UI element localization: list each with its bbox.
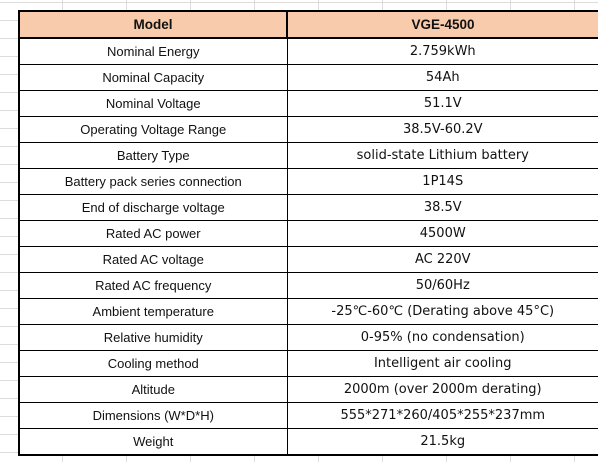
spec-value-cell[interactable]: 1P14S: [286, 168, 598, 195]
spec-value-cell[interactable]: solid-state Lithium battery: [286, 142, 598, 169]
spec-value-cell[interactable]: 54Ah: [286, 64, 598, 91]
header-model-label[interactable]: Model: [18, 10, 288, 39]
table-row: Nominal Capacity 54Ah: [18, 64, 598, 91]
table-row: Rated AC power 4500W: [18, 220, 598, 247]
spec-value-cell[interactable]: Intelligent air cooling: [286, 350, 598, 377]
spec-label-cell[interactable]: Battery pack series connection: [18, 168, 288, 195]
table-row: Nominal Voltage 51.1V: [18, 90, 598, 117]
table-row: Operating Voltage Range 38.5V-60.2V: [18, 116, 598, 143]
table-row: Nominal Energy 2.759kWh: [18, 37, 598, 65]
spec-label-cell[interactable]: Dimensions (W*D*H): [18, 402, 288, 429]
spec-label-cell[interactable]: Weight: [18, 428, 288, 456]
spec-table-body: Nominal Energy 2.759kWh Nominal Capacity 54…: [18, 37, 598, 456]
spec-value-cell[interactable]: 21.5kg: [286, 428, 598, 456]
spec-label-cell[interactable]: End of discharge voltage: [18, 194, 288, 221]
spec-value-cell[interactable]: 2000m (over 2000m derating): [286, 376, 598, 403]
spec-value-cell[interactable]: 0-95% (no condensation): [286, 324, 598, 351]
spec-label-cell[interactable]: Rated AC frequency: [18, 272, 288, 299]
spec-label-cell[interactable]: Operating Voltage Range: [18, 116, 288, 143]
spec-value-cell[interactable]: 38.5V-60.2V: [286, 116, 598, 143]
spec-label-cell[interactable]: Cooling method: [18, 350, 288, 377]
spec-label-cell[interactable]: Relative humidity: [18, 324, 288, 351]
spec-label-cell[interactable]: Nominal Energy: [18, 37, 288, 65]
spec-label-cell[interactable]: Nominal Voltage: [18, 90, 288, 117]
spec-label-cell[interactable]: Rated AC voltage: [18, 246, 288, 273]
table-row: End of discharge voltage 38.5V: [18, 194, 598, 221]
spec-table: Model VGE-4500 Nominal Energy 2.759kWh Nom…: [18, 10, 598, 456]
table-row: Battery pack series connection 1P14S: [18, 168, 598, 195]
table-row: Relative humidity 0-95% (no condensation): [18, 324, 598, 351]
spec-value-cell[interactable]: AC 220V: [286, 246, 598, 273]
table-row: Dimensions (W*D*H) 555*271*260/405*255*23…: [18, 402, 598, 429]
spec-value-cell[interactable]: 50/60Hz: [286, 272, 598, 299]
table-row: Rated AC voltage AC 220V: [18, 246, 598, 273]
spec-label-cell[interactable]: Ambient temperature: [18, 298, 288, 325]
table-row: Ambient temperature -25℃-60℃ (Derating ab…: [18, 298, 598, 325]
spec-value-cell[interactable]: -25℃-60℃ (Derating above 45°C): [286, 298, 598, 325]
spec-label-cell[interactable]: Rated AC power: [18, 220, 288, 247]
spec-value-cell[interactable]: 2.759kWh: [286, 37, 598, 65]
spec-label-cell[interactable]: Altitude: [18, 376, 288, 403]
header-model-value[interactable]: VGE-4500: [286, 10, 598, 39]
table-row: Altitude 2000m (over 2000m derating): [18, 376, 598, 403]
header-row: Model VGE-4500: [18, 10, 598, 39]
spec-label-cell[interactable]: Nominal Capacity: [18, 64, 288, 91]
table-row: Battery Type solid-state Lithium battery: [18, 142, 598, 169]
spec-label-cell[interactable]: Battery Type: [18, 142, 288, 169]
table-row: Cooling method Intelligent air cooling: [18, 350, 598, 377]
spec-value-cell[interactable]: 555*271*260/405*255*237mm: [286, 402, 598, 429]
spec-value-cell[interactable]: 38.5V: [286, 194, 598, 221]
table-row: Rated AC frequency 50/60Hz: [18, 272, 598, 299]
table-row: Weight 21.5kg: [18, 428, 598, 456]
spec-value-cell[interactable]: 4500W: [286, 220, 598, 247]
spec-value-cell[interactable]: 51.1V: [286, 90, 598, 117]
